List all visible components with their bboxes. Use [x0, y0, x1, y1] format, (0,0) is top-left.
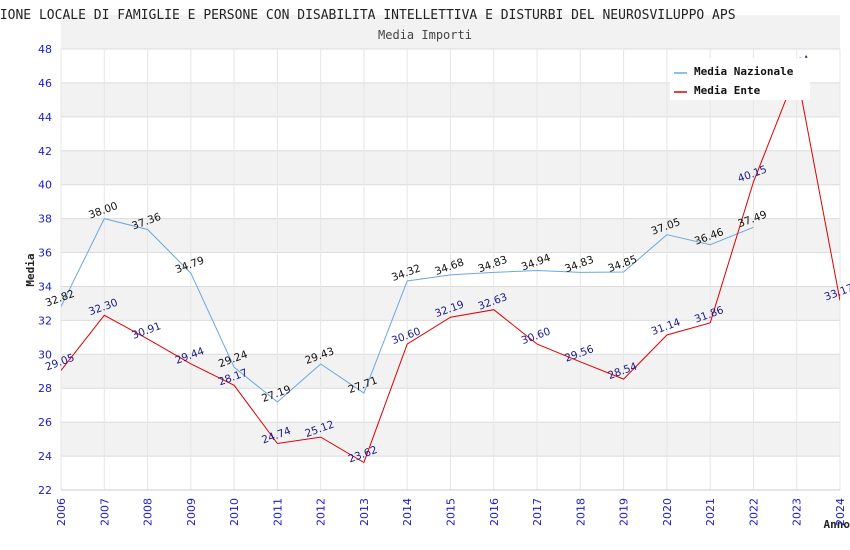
y-tick-label: 30: [38, 348, 52, 361]
y-tick-label: 40: [38, 179, 52, 192]
x-axis-label: Anno: [824, 518, 850, 531]
x-tick-label: 2011: [271, 498, 284, 526]
x-tick-label: 2013: [358, 498, 371, 526]
x-tick-label: 2020: [661, 498, 674, 526]
x-tick-label: 2019: [618, 498, 631, 526]
y-tick-label: 38: [38, 213, 52, 226]
y-tick-label: 32: [38, 314, 52, 327]
grid-band: [61, 15, 840, 49]
x-tick-label: 2015: [445, 498, 458, 526]
legend: Media Nazionale Media Ente: [670, 58, 810, 100]
x-tick-label: 2014: [401, 498, 414, 526]
x-tick-label: 2023: [791, 498, 804, 526]
x-tick-label: 2017: [531, 498, 544, 526]
y-tick-label: 22: [38, 484, 52, 497]
x-tick-label: 2024: [834, 498, 847, 526]
series-line-nazionale: [61, 218, 754, 403]
x-tick-label: 2021: [704, 498, 717, 526]
y-tick-label: 48: [38, 43, 52, 56]
x-tick-label: 2018: [574, 498, 587, 526]
x-tick-labels: 2006 2007 2008 2009 2010 2011 2012 2013 2014 2015…: [55, 498, 847, 526]
x-tick-label: 2022: [747, 498, 760, 526]
y-tick-label: 26: [38, 416, 52, 429]
series-line-ente: [61, 70, 840, 464]
x-tick-label: 2016: [488, 498, 501, 526]
x-tick-label: 2008: [142, 498, 155, 526]
y-axis-label: Media: [24, 253, 37, 286]
series-lines: [61, 70, 840, 464]
chart-subtitle: Media Importi: [378, 28, 472, 42]
gridlines: [60, 48, 841, 491]
y-tick-label: 44: [38, 111, 52, 124]
legend-box: [670, 58, 810, 100]
x-tick-label: 2007: [98, 498, 111, 526]
y-tick-label: 24: [38, 450, 52, 463]
y-tick-label: 28: [38, 382, 52, 395]
chart-title: ZIONE LOCALE DI FAMIGLIE E PERSONE CON D…: [0, 8, 736, 23]
x-tick-label: 2009: [185, 498, 198, 526]
y-tick-label: 46: [38, 77, 52, 90]
y-tick-label: 36: [38, 247, 52, 260]
legend-label-nazionale: Media Nazionale: [694, 65, 794, 78]
x-tick-label: 2010: [228, 498, 241, 526]
x-tick-label: 2006: [55, 498, 68, 526]
y-tick-label: 34: [38, 280, 52, 293]
x-tick-label: 2012: [315, 498, 328, 526]
legend-label-ente: Media Ente: [694, 84, 761, 97]
y-tick-labels: 22 24 26 28 30 32 34 36 38 40 42 44 46 48: [38, 43, 52, 497]
y-tick-label: 42: [38, 145, 52, 158]
